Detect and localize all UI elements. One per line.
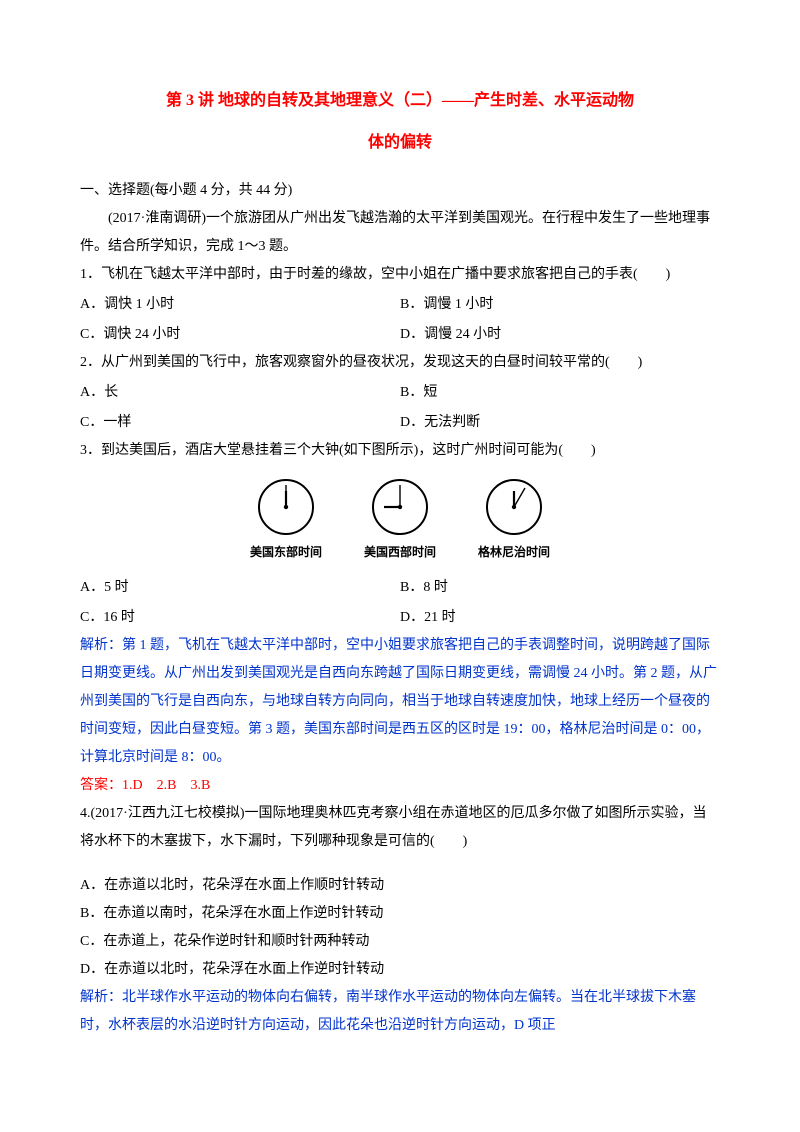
clock-1-label: 美国东部时间 [250, 540, 322, 564]
intro-text: (2017·淮南调研)一个旅游团从广州出发飞越浩瀚的太平洋到美国观光。在行程中发… [80, 205, 720, 261]
q2-option-b: B．短 [400, 379, 720, 407]
title-line1: 第 3 讲 地球的自转及其地理意义（二）——产生时差、水平运动物 [166, 92, 634, 109]
q1-options-row2: C．调快 24 小时 D．调慢 24 小时 [80, 321, 720, 349]
q4-stem: 4.(2017·江西九江七校模拟)一国际地理奥林匹克考察小组在赤道地区的厄瓜多尔… [80, 800, 720, 856]
clock-3-label: 格林尼治时间 [478, 540, 550, 564]
q3-option-b: B．8 时 [400, 574, 720, 602]
explain-4: 解析：北半球作水平运动的物体向右偏转，南半球作水平运动的物体向左偏转。当在北半球… [80, 984, 720, 1040]
q4-option-c: C．在赤道上，花朵作逆时针和顺时针两种转动 [80, 928, 720, 956]
explain-123: 解析：第 1 题，飞机在飞越太平洋中部时，空中小姐要求旅客把自己的手表调整时间，… [80, 632, 720, 772]
q1-option-a: A．调快 1 小时 [80, 291, 400, 319]
document-title: 第 3 讲 地球的自转及其地理意义（二）——产生时差、水平运动物 体的偏转 [80, 85, 720, 159]
title-line2: 体的偏转 [80, 127, 720, 159]
q1-option-b: B．调慢 1 小时 [400, 291, 720, 319]
q4-option-b: B．在赤道以南时，花朵浮在水面上作逆时针转动 [80, 900, 720, 928]
clock-icon [370, 477, 430, 537]
q3-option-c: C．16 时 [80, 604, 400, 632]
q4-option-a: A．在赤道以北时，花朵浮在水面上作顺时针转动 [80, 872, 720, 900]
q3-stem: 3．到达美国后，酒店大堂悬挂着三个大钟(如下图所示)，这时广州时间可能为( ) [80, 437, 720, 465]
clock-1: 美国东部时间 [250, 477, 322, 564]
clock-icon [256, 477, 316, 537]
clock-icon [484, 477, 544, 537]
q2-option-c: C．一样 [80, 409, 400, 437]
q1-options-row1: A．调快 1 小时 B．调慢 1 小时 [80, 291, 720, 319]
q4-figure-placeholder [80, 856, 720, 872]
q4-option-d: D．在赤道以北时，花朵浮在水面上作逆时针转动 [80, 956, 720, 984]
q2-options-row2: C．一样 D．无法判断 [80, 409, 720, 437]
q2-options-row1: A．长 B．短 [80, 379, 720, 407]
q1-option-c: C．调快 24 小时 [80, 321, 400, 349]
q3-options-row2: C．16 时 D．21 时 [80, 604, 720, 632]
q2-option-a: A．长 [80, 379, 400, 407]
q3-options-row1: A．5 时 B．8 时 [80, 574, 720, 602]
q2-stem: 2．从广州到美国的飞行中，旅客观察窗外的昼夜状况，发现这天的白昼时间较平常的( … [80, 349, 720, 377]
q1-stem: 1．飞机在飞越太平洋中部时，由于时差的缘故，空中小姐在广播中要求旅客把自己的手表… [80, 261, 720, 289]
q2-option-d: D．无法判断 [400, 409, 720, 437]
q3-option-a: A．5 时 [80, 574, 400, 602]
clocks-figure: 美国东部时间 美国西部时间 格林尼治时间 [80, 477, 720, 564]
clock-2-label: 美国西部时间 [364, 540, 436, 564]
q1-option-d: D．调慢 24 小时 [400, 321, 720, 349]
clock-3: 格林尼治时间 [478, 477, 550, 564]
q3-option-d: D．21 时 [400, 604, 720, 632]
answer-123: 答案：1.D 2.B 3.B [80, 772, 720, 800]
section-heading: 一、选择题(每小题 4 分，共 44 分) [80, 177, 720, 205]
clock-2: 美国西部时间 [364, 477, 436, 564]
